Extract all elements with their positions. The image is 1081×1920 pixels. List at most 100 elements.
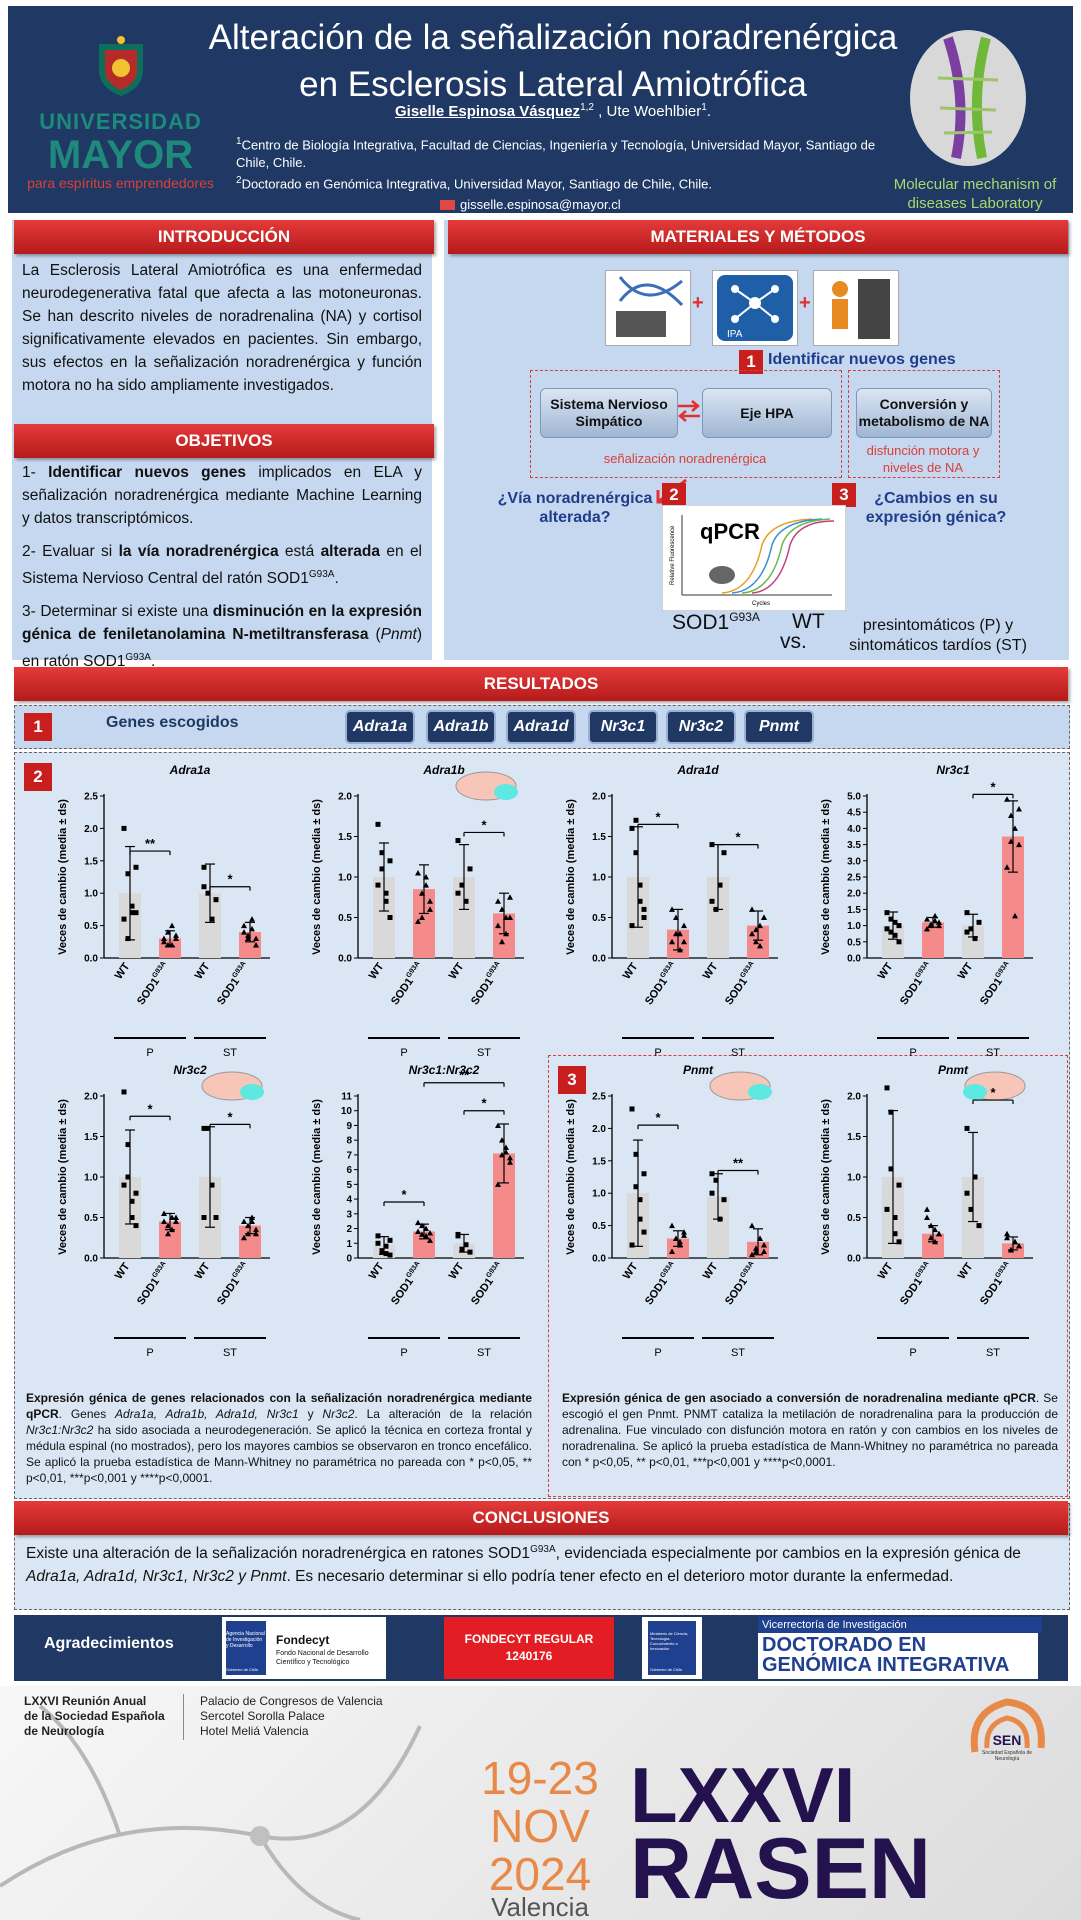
x-tick-label: SOD1G93A bbox=[134, 960, 172, 1007]
data-point bbox=[169, 942, 175, 948]
acknowledgments-bar: Agradecimientos Agencia Nacional de Inve… bbox=[14, 1615, 1068, 1681]
x-tick-label: SOD1G93A bbox=[214, 960, 252, 1007]
sod1-text: SOD1 bbox=[672, 611, 730, 634]
significance-label: * bbox=[990, 1085, 996, 1100]
x-tick-label: WT bbox=[447, 1261, 467, 1282]
y-tick-label: 1.5 bbox=[338, 832, 352, 843]
data-point bbox=[1004, 1230, 1010, 1237]
y-tick-label: 8 bbox=[346, 1136, 352, 1147]
data-point bbox=[681, 938, 687, 945]
author-separator: , bbox=[593, 103, 607, 120]
data-point bbox=[463, 898, 469, 904]
data-point bbox=[125, 1174, 131, 1180]
data-point bbox=[379, 1248, 385, 1254]
data-point bbox=[681, 922, 687, 929]
qpcr-x-axis-label: Cycles bbox=[752, 601, 770, 607]
y-tick-label: 0.5 bbox=[84, 921, 98, 932]
data-point bbox=[495, 898, 501, 904]
chart-title: Adra1b bbox=[422, 763, 464, 777]
o2-sup: G93A bbox=[308, 569, 335, 580]
x-tick-label: SOD1G93A bbox=[722, 1260, 760, 1307]
data-point bbox=[749, 906, 755, 912]
data-point bbox=[133, 864, 139, 870]
data-point bbox=[383, 1243, 389, 1249]
data-point bbox=[641, 1171, 647, 1177]
data-point bbox=[968, 1206, 974, 1212]
panel-1-badge: 1 bbox=[24, 713, 52, 741]
x-tick-label: WT bbox=[621, 961, 641, 982]
data-point bbox=[387, 915, 393, 920]
significance-label: * bbox=[481, 1096, 487, 1111]
significance-label: ** bbox=[145, 836, 156, 851]
meeting-name: LXXVI Reunión Anual de la Sociedad Españ… bbox=[24, 1694, 165, 1739]
affiliations: 1Centro de Biología Integrativa, Faculta… bbox=[236, 133, 876, 194]
rasen-title: RASEN bbox=[630, 1821, 932, 1917]
group-label: P bbox=[146, 1347, 153, 1359]
meeting-line-3: de Neurología bbox=[24, 1724, 105, 1738]
data-point bbox=[129, 1198, 135, 1204]
data-point bbox=[761, 1248, 767, 1255]
y-axis-label: Veces de cambio (media ± ds) bbox=[820, 1099, 832, 1255]
group-label: ST bbox=[986, 1047, 1000, 1059]
y-tick-label: 1.0 bbox=[592, 873, 606, 884]
y-tick-label: 1.5 bbox=[847, 905, 861, 916]
y-tick-label: 9 bbox=[346, 1121, 352, 1132]
significance-label: ** bbox=[733, 1156, 744, 1171]
concl-t3: . Es necesario determinar si ello podría… bbox=[286, 1568, 954, 1586]
bar bbox=[882, 925, 904, 958]
data-point bbox=[423, 1225, 429, 1232]
data-point bbox=[681, 1232, 687, 1238]
data-point bbox=[1016, 1242, 1022, 1249]
y-axis-label: Veces de cambio (media ± ds) bbox=[57, 799, 69, 955]
acknowledgments-label: Agradecimientos bbox=[44, 1635, 174, 1652]
y-tick-label: 2.5 bbox=[592, 1092, 606, 1103]
data-point bbox=[968, 926, 974, 932]
panel-2-charts bbox=[14, 752, 1070, 1499]
data-point bbox=[455, 1231, 461, 1237]
x-tick-superscript: G93A bbox=[914, 960, 930, 979]
data-point bbox=[673, 1235, 679, 1242]
significance-label: * bbox=[147, 1101, 153, 1116]
caption3-bold: Expresión génica de gen asociado a conve… bbox=[562, 1391, 1036, 1405]
caption3-t1: . Se escogió el gen Pnmt. PNMT cataliza … bbox=[562, 1391, 1058, 1469]
x-tick-label: WT bbox=[621, 1261, 641, 1282]
data-point bbox=[125, 1142, 131, 1148]
conclusions-text: Existe una alteración de la señalización… bbox=[26, 1538, 1056, 1588]
contact-email[interactable]: gisselle.espinosa@mayor.cl bbox=[440, 197, 621, 212]
x-tick-label: SOD1G93A bbox=[897, 960, 935, 1007]
ministerio-gobierno: Gobierno de Chile bbox=[650, 1667, 683, 1672]
data-point bbox=[892, 932, 898, 938]
intro-text: La Esclerosis Lateral Amiotrófica es una… bbox=[22, 262, 422, 394]
group-label: ST bbox=[223, 1047, 237, 1059]
meeting-line-1: LXXVI Reunión Anual bbox=[24, 1694, 147, 1708]
data-point bbox=[121, 1089, 127, 1095]
data-point bbox=[383, 898, 389, 904]
data-point bbox=[495, 1122, 501, 1128]
data-point bbox=[161, 1210, 167, 1216]
author-end: . bbox=[706, 103, 711, 120]
sen-logo: SEN Sociedad Española de Neurología bbox=[965, 1692, 1049, 1776]
data-point bbox=[499, 906, 505, 912]
data-point bbox=[173, 1218, 179, 1225]
data-point bbox=[209, 916, 215, 922]
x-tick-label: WT bbox=[193, 1261, 213, 1282]
data-point bbox=[503, 914, 509, 920]
group-label: P bbox=[654, 1047, 661, 1059]
y-tick-label: 1.0 bbox=[84, 1173, 98, 1184]
data-point bbox=[928, 1222, 934, 1229]
x-tick-superscript: G93A bbox=[231, 1260, 247, 1279]
x-tick-label: WT bbox=[956, 961, 976, 982]
x-tick-superscript: G93A bbox=[659, 960, 675, 979]
data-point bbox=[161, 1218, 167, 1225]
results-heading: RESULTADOS bbox=[14, 667, 1068, 701]
data-point bbox=[133, 1190, 139, 1196]
data-point bbox=[932, 1226, 938, 1233]
data-point bbox=[1008, 838, 1014, 844]
data-point bbox=[121, 916, 127, 922]
group-label: ST bbox=[986, 1347, 1000, 1359]
city-label: Valencia bbox=[491, 1892, 589, 1920]
data-point bbox=[924, 916, 930, 922]
data-point bbox=[169, 1214, 175, 1220]
data-point bbox=[379, 866, 385, 872]
y-tick-label: 0.0 bbox=[847, 954, 861, 965]
